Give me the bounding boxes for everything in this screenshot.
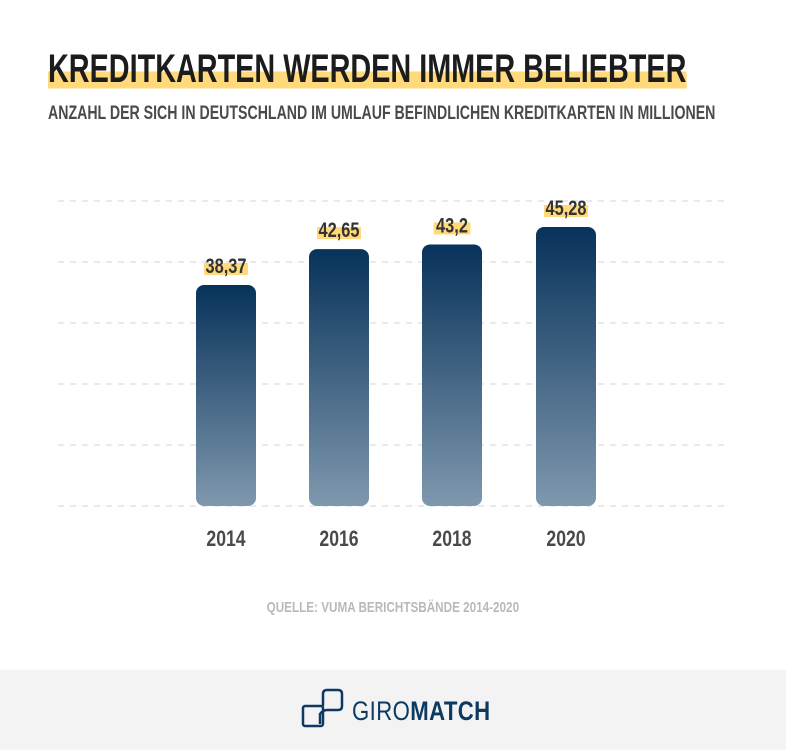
giromatch-logo-icon xyxy=(301,688,344,728)
x-tick-label: 2016 xyxy=(319,527,358,551)
data-label-highlight xyxy=(544,205,588,217)
data-label-highlight xyxy=(317,227,361,240)
logo-bold-text: MATCH xyxy=(410,696,491,726)
data-label: 42,65 xyxy=(319,218,360,241)
bar-chart: 38,37 2014 42,65 2016 43,2 2018 45,28 2020 xyxy=(58,196,728,552)
logo-light-text: GIRO xyxy=(352,696,411,726)
data-label: 38,37 xyxy=(206,254,247,277)
source-text: QUELLE: VUMA BERICHTSBÄNDE 2014-2020 xyxy=(266,599,520,616)
chart-title: KREDITKARTEN WERDEN IMMER BELIEBTER xyxy=(48,46,687,92)
data-label-highlight xyxy=(204,263,248,275)
x-tick-label: 2014 xyxy=(206,527,245,551)
data-label: 43,2 xyxy=(436,214,468,237)
giromatch-logo: GIROMATCH xyxy=(352,696,491,727)
data-label: 45,28 xyxy=(546,196,587,219)
footer: GIROMATCH xyxy=(0,670,786,750)
bar-2018 xyxy=(422,244,482,507)
bar-2014 xyxy=(196,285,256,506)
x-tick-label: 2018 xyxy=(432,527,471,551)
data-label-highlight xyxy=(433,222,471,235)
chart-subtitle: ANZAHL DER SICH IN DEUTSCHLAND IM UMLAUF… xyxy=(48,103,716,124)
bar-2020 xyxy=(536,227,596,506)
x-tick-label: 2020 xyxy=(546,527,585,551)
bar-2016 xyxy=(309,249,369,506)
source-note: QUELLE: VUMA BERICHTSBÄNDE 2014-2020 xyxy=(0,599,786,617)
